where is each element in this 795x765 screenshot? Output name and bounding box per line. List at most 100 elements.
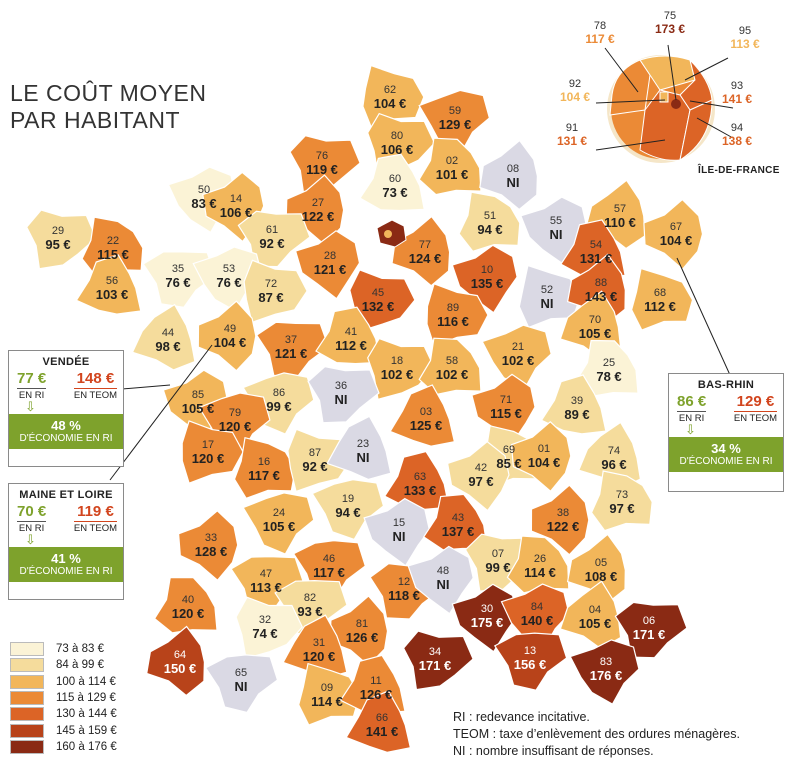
department-44 bbox=[131, 303, 196, 371]
idf-department-number: 92 bbox=[568, 78, 582, 90]
idf-department-value: 131 € bbox=[556, 134, 588, 148]
department-number: 05 bbox=[595, 557, 607, 569]
department-value: 135 € bbox=[471, 276, 504, 291]
department-36 bbox=[307, 365, 380, 424]
idf-department-75: 75 173 € bbox=[645, 10, 695, 36]
department-10 bbox=[451, 244, 518, 314]
department-value: 101 € bbox=[436, 167, 469, 182]
department-value: NI bbox=[393, 529, 406, 544]
legend-item: 130 à 144 € bbox=[10, 706, 117, 722]
department-62 bbox=[362, 64, 425, 129]
legend-label: 160 à 176 € bbox=[56, 740, 117, 753]
legend-swatch bbox=[10, 707, 44, 722]
department-number: 08 bbox=[507, 163, 519, 175]
department-value: 120 € bbox=[172, 606, 205, 621]
department-65 bbox=[204, 654, 279, 714]
department-number: 53 bbox=[223, 263, 235, 275]
department-value: 104 € bbox=[214, 335, 247, 350]
idf-department-number: 75 bbox=[663, 10, 677, 22]
legend-label: 100 à 114 € bbox=[56, 675, 116, 688]
department-number: 49 bbox=[224, 323, 236, 335]
department-number: 15 bbox=[393, 517, 405, 529]
department-56 bbox=[75, 254, 142, 315]
department-number: 36 bbox=[335, 380, 347, 392]
department-value: 137 € bbox=[442, 524, 475, 539]
department-number: 28 bbox=[324, 250, 336, 262]
department-34 bbox=[402, 630, 474, 691]
department-number: 54 bbox=[590, 239, 602, 251]
department-number: 35 bbox=[172, 263, 184, 275]
department-value: 117 € bbox=[248, 468, 280, 483]
department-number: 56 bbox=[106, 275, 118, 287]
department-number: 57 bbox=[614, 203, 626, 215]
department-number: 76 bbox=[316, 150, 328, 162]
department-53 bbox=[192, 246, 263, 312]
department-value: 83 € bbox=[191, 196, 216, 211]
department-64 bbox=[146, 625, 206, 697]
department-number: 85 bbox=[192, 389, 204, 401]
note-ni: NI : nombre insuffisant de réponses. bbox=[453, 744, 654, 758]
department-03 bbox=[389, 384, 456, 447]
department-02 bbox=[418, 137, 482, 196]
department-number: 79 bbox=[229, 407, 241, 419]
department-value: 104 € bbox=[374, 96, 407, 111]
department-number: 40 bbox=[182, 594, 194, 606]
department-value: 96 € bbox=[601, 457, 626, 472]
department-value: 171 € bbox=[633, 627, 666, 642]
callout-name: BAS-RHIN bbox=[697, 379, 755, 391]
department-number: 41 bbox=[345, 326, 357, 338]
department-value: 121 € bbox=[314, 262, 347, 277]
department-number: 37 bbox=[285, 334, 297, 346]
department-value: 141 € bbox=[366, 724, 399, 739]
department-number: 12 bbox=[398, 576, 410, 588]
department-15 bbox=[363, 497, 431, 567]
legend-swatch bbox=[10, 723, 44, 738]
department-value: 171 € bbox=[419, 658, 452, 673]
idf-department-value: 117 € bbox=[585, 32, 615, 46]
department-number: 03 bbox=[420, 406, 432, 418]
department-58 bbox=[418, 337, 482, 396]
department-number: 69 bbox=[503, 444, 515, 456]
department-value: 98 € bbox=[155, 339, 180, 354]
department-value: 115 € bbox=[97, 247, 129, 262]
department-61 bbox=[237, 210, 311, 268]
department-value: 131 € bbox=[580, 251, 613, 266]
teom-label: EN TEOM bbox=[73, 388, 117, 401]
department-number: 39 bbox=[571, 395, 583, 407]
department-value: 120 € bbox=[303, 649, 336, 664]
department-number: 63 bbox=[414, 471, 426, 483]
department-value: 104 € bbox=[660, 233, 693, 248]
department-05 bbox=[566, 533, 626, 605]
teom-value: 129 € bbox=[736, 393, 775, 410]
department-number: 42 bbox=[475, 462, 487, 474]
page-title: LE COÛT MOYEN PAR HABITANT bbox=[10, 80, 207, 133]
department-value: 93 € bbox=[297, 604, 322, 619]
teom-label: EN TEOM bbox=[733, 411, 777, 424]
legend-item: 84 à 99 € bbox=[10, 657, 117, 673]
department-value: NI bbox=[541, 296, 554, 311]
idf-department-value: 141 € bbox=[721, 92, 753, 106]
teom-value: 119 € bbox=[77, 503, 114, 520]
department-number: 77 bbox=[419, 239, 431, 251]
department-89 bbox=[426, 283, 489, 347]
department-number: 34 bbox=[429, 646, 441, 658]
department-number: 68 bbox=[654, 287, 666, 299]
idf-department-78: 78 117 € bbox=[575, 20, 625, 46]
department-value: 99 € bbox=[266, 399, 291, 414]
legend-swatch bbox=[10, 739, 44, 754]
department-value: NI bbox=[235, 679, 248, 694]
idf-department-number: 95 bbox=[738, 25, 752, 37]
department-value: NI bbox=[437, 577, 450, 592]
department-18 bbox=[367, 337, 436, 401]
department-number: 31 bbox=[313, 637, 325, 649]
department-value: 78 € bbox=[596, 369, 621, 384]
department-37 bbox=[255, 321, 330, 379]
department-number: 44 bbox=[162, 327, 174, 339]
department-value: 126 € bbox=[360, 687, 393, 702]
department-51 bbox=[458, 191, 521, 252]
department-number: 01 bbox=[538, 443, 550, 455]
department-value: 94 € bbox=[335, 505, 360, 520]
department-41 bbox=[315, 306, 381, 365]
department-32 bbox=[235, 596, 304, 660]
